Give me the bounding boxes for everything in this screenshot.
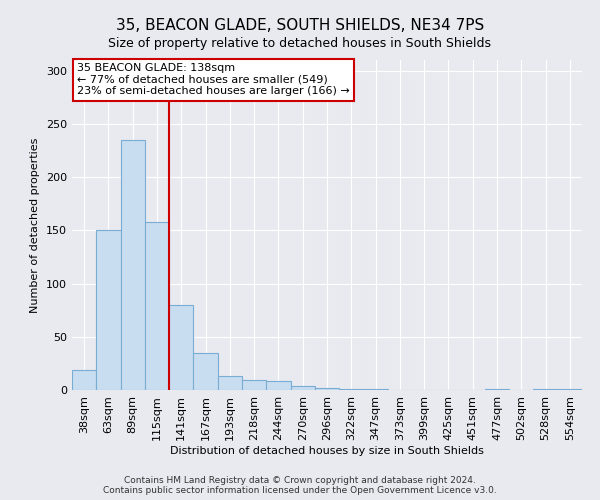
Bar	[339, 389, 364, 390]
Bar	[242, 380, 266, 390]
Bar	[364, 389, 388, 390]
Bar	[169, 305, 193, 390]
Bar	[145, 222, 169, 390]
Text: 35 BEACON GLADE: 138sqm
← 77% of detached houses are smaller (549)
23% of semi-d: 35 BEACON GLADE: 138sqm ← 77% of detache…	[77, 64, 350, 96]
Bar	[72, 370, 96, 390]
Bar	[533, 389, 558, 390]
X-axis label: Distribution of detached houses by size in South Shields: Distribution of detached houses by size …	[170, 446, 484, 456]
Bar	[315, 388, 339, 390]
Text: Size of property relative to detached houses in South Shields: Size of property relative to detached ho…	[109, 38, 491, 51]
Bar	[121, 140, 145, 390]
Bar	[193, 352, 218, 390]
Bar	[218, 376, 242, 390]
Text: 35, BEACON GLADE, SOUTH SHIELDS, NE34 7PS: 35, BEACON GLADE, SOUTH SHIELDS, NE34 7P…	[116, 18, 484, 32]
Bar	[266, 382, 290, 390]
Y-axis label: Number of detached properties: Number of detached properties	[31, 138, 40, 312]
Bar	[96, 230, 121, 390]
Text: Contains HM Land Registry data © Crown copyright and database right 2024.
Contai: Contains HM Land Registry data © Crown c…	[103, 476, 497, 495]
Bar	[290, 386, 315, 390]
Bar	[485, 389, 509, 390]
Bar	[558, 389, 582, 390]
